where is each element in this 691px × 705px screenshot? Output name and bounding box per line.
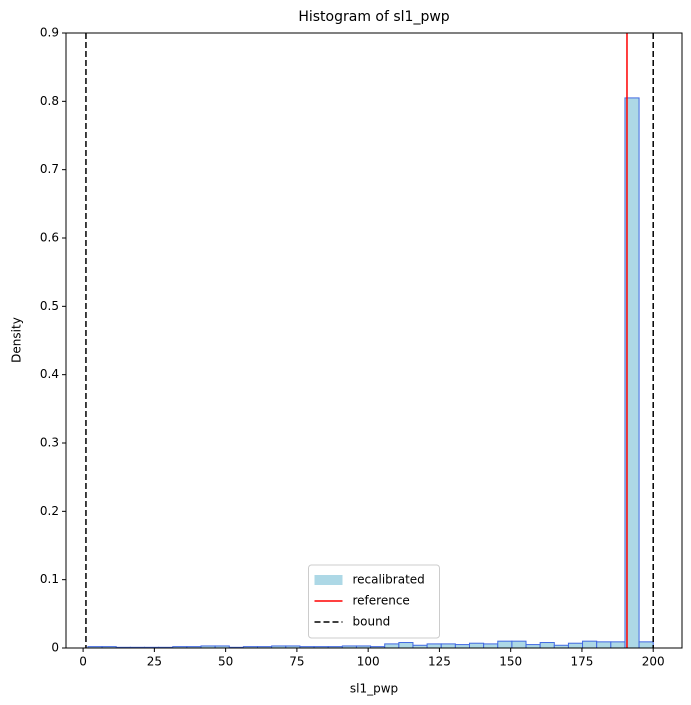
axes-frame bbox=[65, 32, 683, 649]
histogram-bar bbox=[398, 642, 414, 649]
y-tick-label: 0.9 bbox=[40, 26, 59, 40]
histogram-bar bbox=[610, 641, 626, 649]
x-tick-label: 25 bbox=[147, 655, 162, 669]
histogram-bar bbox=[483, 643, 499, 649]
legend-swatch bbox=[314, 575, 343, 585]
histogram-bar bbox=[525, 644, 541, 649]
histogram-bar bbox=[468, 642, 485, 649]
x-tick-label: 100 bbox=[357, 655, 380, 669]
y-tick-label: 0.4 bbox=[40, 367, 59, 381]
y-axis-label: Density bbox=[10, 317, 24, 363]
histogram-bar bbox=[567, 642, 584, 649]
x-tick-label: 175 bbox=[570, 655, 593, 669]
histogram-bar bbox=[511, 640, 527, 649]
histogram-bar bbox=[638, 641, 654, 649]
histogram-bar bbox=[454, 644, 470, 649]
histogram-bar bbox=[582, 640, 598, 649]
chart-title: Histogram of sl1_pwp bbox=[298, 9, 449, 25]
x-tick-label: 125 bbox=[428, 655, 451, 669]
legend-label: bound bbox=[353, 615, 391, 629]
y-tick-label: 0.2 bbox=[40, 504, 59, 518]
legend-label: recalibrated bbox=[353, 573, 425, 587]
x-tick-label: 75 bbox=[289, 655, 304, 669]
y-tick-label: 0.3 bbox=[40, 436, 59, 450]
y-tick-label: 0.1 bbox=[40, 572, 59, 586]
histogram-bar bbox=[596, 641, 612, 649]
histogram-bar bbox=[440, 643, 456, 649]
histogram-bar bbox=[426, 643, 442, 649]
histogram-bar bbox=[384, 643, 400, 649]
y-tick-label: 0.5 bbox=[40, 299, 59, 313]
histogram-bar bbox=[539, 642, 555, 649]
x-axis-label: sl1_pwp bbox=[350, 682, 398, 696]
y-tick-label: 0.6 bbox=[40, 231, 59, 245]
y-tick-label: 0.8 bbox=[40, 94, 59, 108]
x-tick-label: 150 bbox=[499, 655, 522, 669]
x-tick-label: 0 bbox=[79, 655, 87, 669]
x-tick-label: 200 bbox=[642, 655, 665, 669]
y-tick-label: 0 bbox=[51, 641, 59, 655]
x-tick-label: 50 bbox=[218, 655, 233, 669]
histogram-bar bbox=[497, 640, 513, 649]
legend-label: reference bbox=[353, 594, 410, 608]
y-tick-label: 0.7 bbox=[40, 162, 59, 176]
